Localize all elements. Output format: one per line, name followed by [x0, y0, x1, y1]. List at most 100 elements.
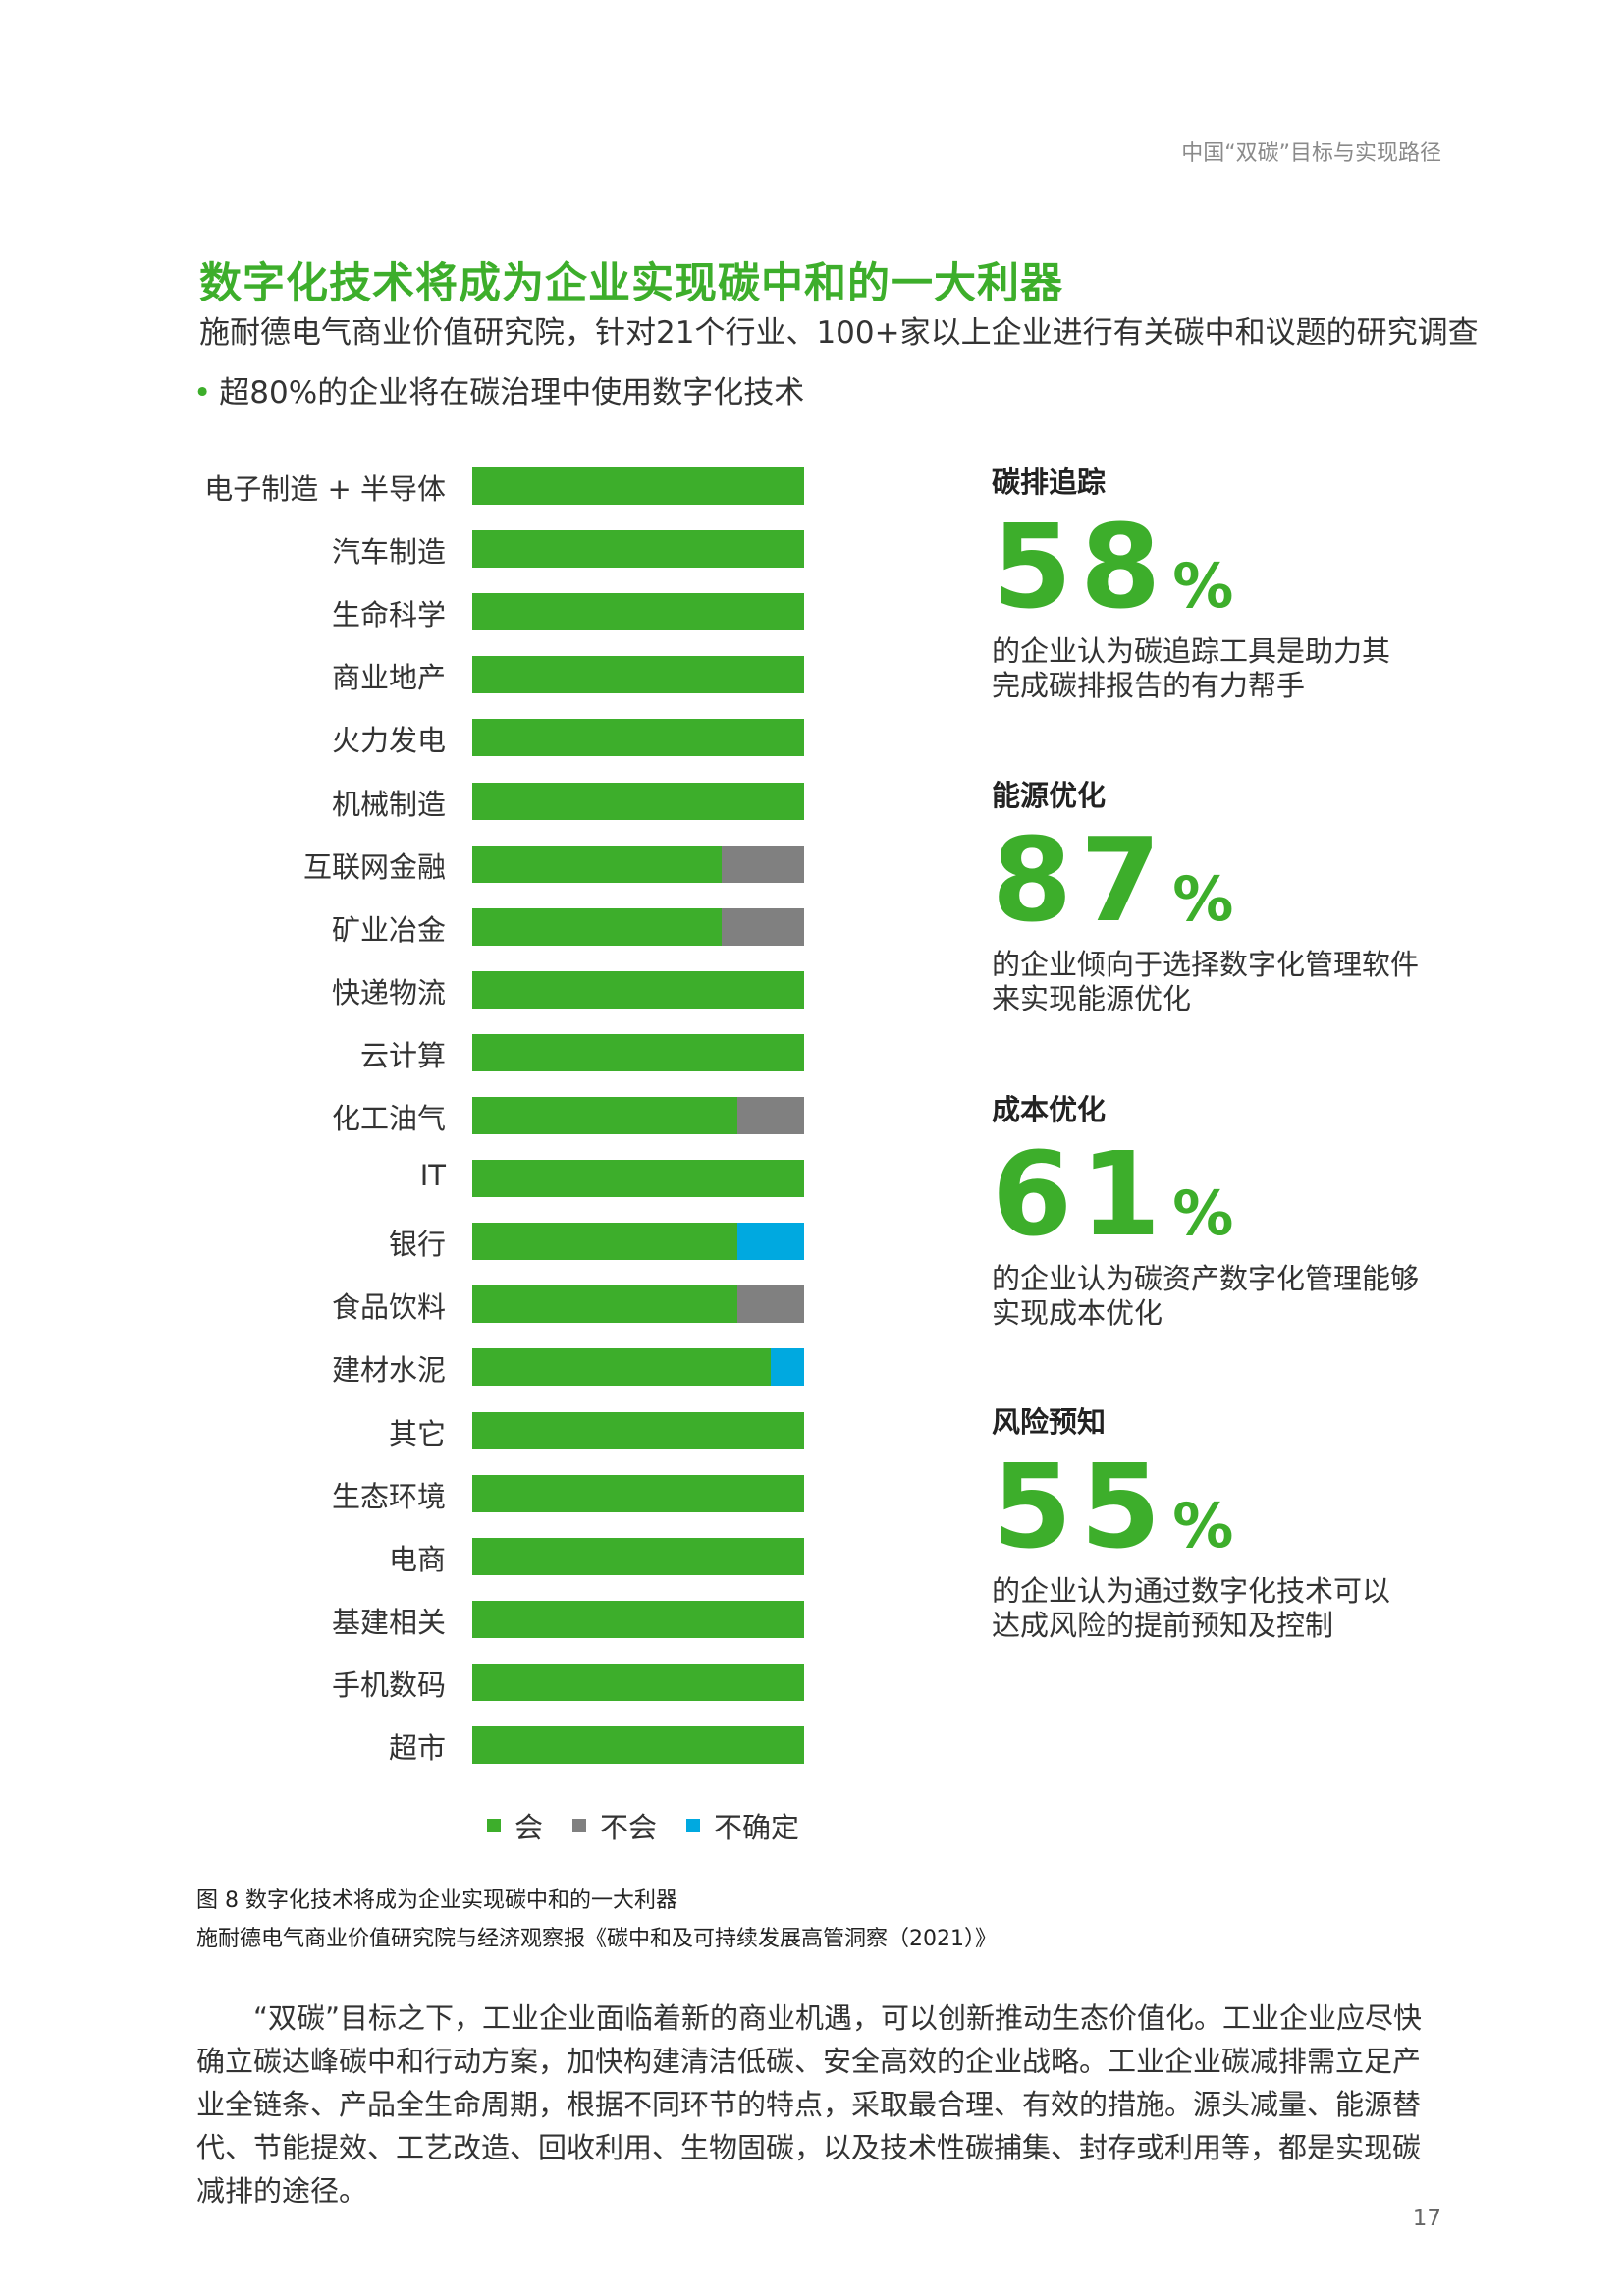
stat-title: 成本优化 — [992, 1093, 1107, 1126]
chart-bar-row — [472, 1097, 804, 1134]
chart-bar-row — [472, 1033, 804, 1071]
chart-bar-segment — [737, 1285, 804, 1324]
chart-category-label: 快递物流 — [331, 975, 446, 1010]
chart-bar-segment — [472, 970, 804, 1009]
chart-bar-row — [472, 1285, 804, 1324]
running-header: 中国“双碳”目标与实现路径 — [1181, 141, 1441, 166]
section-subtitle: 施耐德电气商业价值研究院，针对21个行业、100+家以上企业进行有关碳中和议题的… — [199, 315, 1479, 351]
stat-desc-line: 的企业认为碳资产数字化管理能够 — [992, 1262, 1420, 1295]
stat-description: 的企业倾向于选择数字化管理软件 来实现能源优化 — [992, 948, 1483, 1016]
chart-bar-segment — [472, 1285, 738, 1324]
stat-percent: % — [1172, 550, 1234, 622]
legend-label: 会 — [514, 1811, 544, 1844]
stat-value: 58% — [992, 509, 1483, 625]
key-finding-text: 超80%的企业将在碳治理中使用数字化技术 — [219, 375, 805, 410]
chart-category-label: 生态环境 — [331, 1479, 446, 1513]
chart-bar-segment — [472, 467, 804, 505]
stat-value: 61% — [992, 1136, 1483, 1252]
chart-category-label: 汽车制造 — [331, 535, 446, 570]
chart-bar-row — [472, 1474, 804, 1512]
chart-bar-row — [472, 970, 804, 1009]
stat-energy-optimization: 能源优化 87% 的企业倾向于选择数字化管理软件 来实现能源优化 — [992, 773, 1483, 1016]
chart-category-label: 生命科学 — [331, 598, 446, 632]
stat-cost-optimization: 成本优化 61% 的企业认为碳资产数字化管理能够 实现成本优化 — [992, 1087, 1483, 1331]
chart-bar-segment — [472, 656, 804, 694]
chart-bar-segment — [472, 1474, 804, 1512]
bullet-dot-icon: • — [193, 375, 212, 410]
chart-bar-segment — [472, 907, 722, 946]
chart-bar-row — [472, 1726, 804, 1764]
chart-bar-segment — [472, 782, 804, 820]
stat-value: 55% — [992, 1449, 1483, 1564]
stat-title: 碳排追踪 — [992, 465, 1107, 499]
stat-desc-line: 来实现能源优化 — [992, 982, 1192, 1015]
chart-bar-segment — [472, 593, 804, 631]
figure-caption: 图 8 数字化技术将成为企业实现碳中和的一大利器 施耐德电气商业价值研究院与经济… — [196, 1882, 997, 1958]
legend-label: 不会 — [600, 1811, 658, 1844]
stat-percent: % — [1172, 1490, 1234, 1561]
stat-percent: % — [1172, 863, 1234, 935]
chart-category-label: IT — [419, 1159, 446, 1193]
chart-bar-segment — [472, 1600, 804, 1638]
stat-desc-line: 的企业认为通过数字化技术可以 — [992, 1574, 1391, 1608]
chart-bar-row — [472, 1348, 804, 1387]
chart-bar-segment — [721, 845, 804, 883]
chart-bar-row — [472, 1223, 804, 1261]
chart-bar-row — [472, 1411, 804, 1449]
stat-desc-line: 完成碳排报告的有力帮手 — [992, 669, 1306, 702]
chart-bar-segment — [472, 1537, 804, 1575]
chart-bar-segment — [472, 1348, 772, 1387]
stat-desc-line: 的企业倾向于选择数字化管理软件 — [992, 948, 1420, 981]
chart-category-label: 互联网金融 — [302, 849, 446, 884]
key-finding-bullet: • 超80%的企业将在碳治理中使用数字化技术 — [193, 367, 804, 411]
chart-bar-row — [472, 593, 804, 631]
chart-bar-row — [472, 656, 804, 694]
stat-risk-forecast: 风险预知 55% 的企业认为通过数字化技术可以 达成风险的提前预知及控制 — [992, 1399, 1483, 1643]
stat-number: 61 — [992, 1126, 1169, 1262]
stat-number: 55 — [992, 1439, 1169, 1574]
legend-swatch-gray — [572, 1819, 587, 1832]
legend-item-yes: 会 — [487, 1805, 543, 1846]
chart-bar-segment — [737, 1097, 804, 1134]
legend-swatch-blue — [686, 1819, 701, 1832]
chart-bar-segment — [721, 907, 804, 946]
page-number: 17 — [1412, 2206, 1441, 2231]
body-paragraph: “双碳”目标之下，工业企业面临着新的商业机遇，可以创新推动生态价值化。工业企业应… — [196, 2001, 1423, 2208]
chart-bar-row — [472, 1600, 804, 1638]
stat-title: 能源优化 — [992, 779, 1107, 812]
stat-desc-line: 的企业认为碳追踪工具是助力其 — [992, 634, 1391, 668]
legend-swatch-green — [487, 1819, 501, 1832]
chart-bar-segment — [771, 1348, 804, 1387]
stat-title: 风险预知 — [992, 1405, 1107, 1439]
chart-category-label: 银行 — [388, 1228, 446, 1262]
chart-category-label: 火力发电 — [331, 724, 446, 758]
chart-category-label: 机械制造 — [331, 787, 446, 821]
chart-category-label: 食品饮料 — [331, 1290, 446, 1325]
stat-value: 87% — [992, 822, 1483, 938]
stat-desc-line: 达成风险的提前预知及控制 — [992, 1609, 1334, 1642]
chart-bar-segment — [472, 530, 804, 569]
chart-category-label: 基建相关 — [331, 1605, 446, 1639]
chart-category-label: 电商 — [388, 1542, 446, 1576]
chart-legend: 会 不会 不确定 — [487, 1805, 799, 1846]
chart-bar-segment — [472, 1033, 804, 1071]
chart-bar-row — [472, 907, 804, 946]
caption-source: 施耐德电气商业价值研究院与经济观察报《碳中和及可持续发展高管洞察（2021）》 — [196, 1927, 997, 1951]
chart-category-label: 建材水泥 — [331, 1353, 446, 1388]
section-title: 数字化技术将成为企业实现碳中和的一大利器 — [199, 259, 1063, 308]
chart-category-label: 化工油气 — [331, 1102, 446, 1135]
stat-description: 的企业认为通过数字化技术可以 达成风险的提前预知及控制 — [992, 1574, 1483, 1643]
chart-bar-segment — [737, 1223, 804, 1261]
chart-bar-row — [472, 467, 804, 505]
chart-category-label: 手机数码 — [331, 1667, 446, 1702]
chart-category-label: 其它 — [388, 1416, 446, 1450]
chart-bar-segment — [472, 1411, 804, 1449]
caption-title: 图 8 数字化技术将成为企业实现碳中和的一大利器 — [196, 1888, 677, 1913]
stat-description: 的企业认为碳资产数字化管理能够 实现成本优化 — [992, 1262, 1483, 1331]
chart-bar-row — [472, 845, 804, 883]
chart-bar-row — [472, 530, 804, 569]
legend-item-no: 不会 — [572, 1805, 657, 1846]
chart-category-label: 电子制造 + 半导体 — [204, 472, 446, 506]
chart-bar-segment — [472, 1160, 804, 1198]
chart-bar-segment — [472, 1663, 804, 1701]
